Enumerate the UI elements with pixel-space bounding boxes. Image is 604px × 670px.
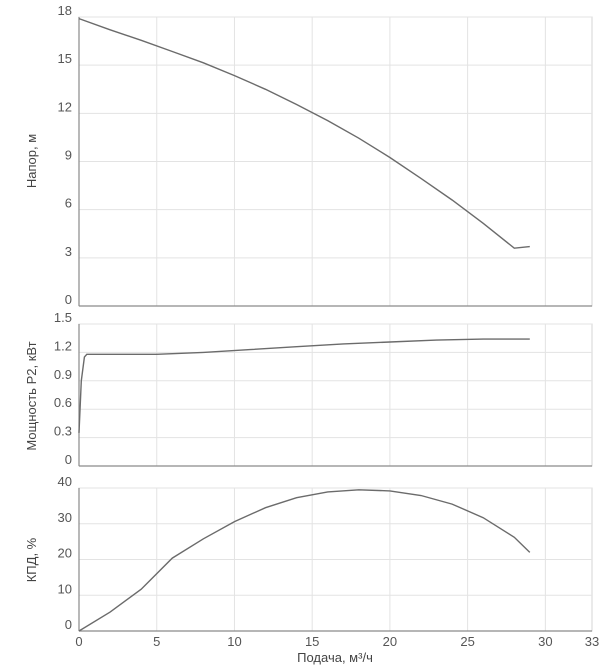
head-curve-0 xyxy=(78,17,530,249)
efficiency-xtick-label-6: 30 xyxy=(538,634,552,649)
efficiency-xtick-label-3: 15 xyxy=(305,634,319,649)
efficiency-ytick-label-3: 30 xyxy=(58,510,72,525)
power-ytick-label-2: 0.6 xyxy=(54,395,72,410)
power-panel: 0 0.3 0.6 0.9 1.2 1.5 Мощность P2, кВт xyxy=(24,310,593,467)
head-ytick-label-0: 0 xyxy=(65,292,72,307)
efficiency-ytick-label-2: 20 xyxy=(58,546,72,561)
power-ytick-label-3: 0.9 xyxy=(54,367,72,382)
efficiency-xtick-label-2: 10 xyxy=(227,634,241,649)
efficiency-xtick-label-4: 20 xyxy=(383,634,397,649)
power-plot-frame xyxy=(78,323,593,467)
head-ytick-label-2: 6 xyxy=(65,196,72,211)
head-ytick-label-6: 18 xyxy=(58,3,72,18)
head-ytick-label-3: 9 xyxy=(65,148,72,163)
power-ytick-label-4: 1.2 xyxy=(54,338,72,353)
head-ytick-label-5: 15 xyxy=(58,51,72,66)
efficiency-curve-0 xyxy=(78,489,531,632)
power-curve-0 xyxy=(78,338,530,433)
x-axis-title: Подача, м³/ч xyxy=(297,650,373,665)
efficiency-y-axis-title: КПД, % xyxy=(24,537,39,582)
head-ytick-label-1: 3 xyxy=(65,244,72,259)
power-ytick-label-0: 0 xyxy=(65,452,72,467)
head-y-axis-title: Напор, м xyxy=(24,134,39,188)
head-panel: 0 3 6 9 12 15 18 Напор, м xyxy=(24,3,593,307)
power-ytick-label-1: 0.3 xyxy=(54,424,72,439)
power-y-axis-title: Мощность P2, кВт xyxy=(24,341,39,450)
efficiency-ytick-label-4: 40 xyxy=(58,474,72,489)
efficiency-xtick-label-7: 33 xyxy=(585,634,599,649)
efficiency-xtick-label-5: 25 xyxy=(460,634,474,649)
efficiency-ytick-label-1: 10 xyxy=(58,581,72,596)
efficiency-xtick-label-1: 5 xyxy=(153,634,160,649)
efficiency-panel: 0 10 20 30 40 0 5 10 15 20 25 30 33 Подача, м³/ч КПД, … xyxy=(24,474,599,665)
head-ytick-label-4: 12 xyxy=(58,99,72,114)
power-ytick-label-5: 1.5 xyxy=(54,310,72,325)
efficiency-ytick-label-0: 0 xyxy=(65,617,72,632)
efficiency-xtick-label-0: 0 xyxy=(75,634,82,649)
